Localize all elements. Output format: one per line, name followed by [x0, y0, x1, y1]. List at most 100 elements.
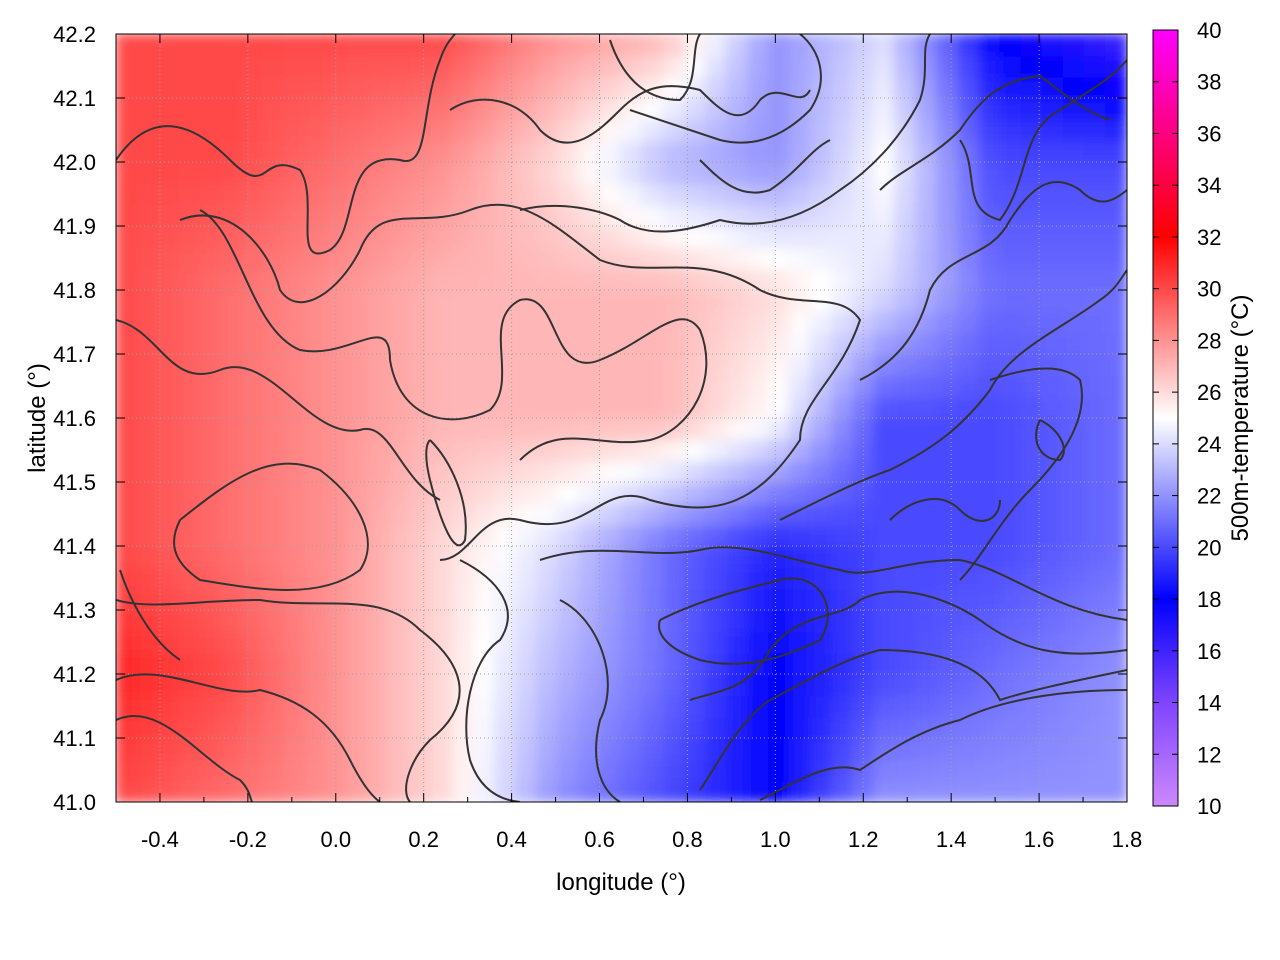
heatmap-cell — [536, 139, 560, 163]
heatmap-cell — [662, 203, 686, 227]
heatmap-cell — [220, 523, 244, 547]
heatmap-cell — [852, 523, 876, 547]
heatmap-cell — [473, 161, 497, 185]
heatmap-cell — [915, 523, 939, 547]
heatmap-cell — [304, 267, 328, 291]
heatmap-cell — [430, 587, 454, 611]
heatmap-cell — [704, 630, 728, 654]
heatmap-cell — [810, 651, 834, 675]
heatmap-cell — [620, 523, 644, 547]
heatmap-cell — [620, 267, 644, 291]
heatmap-cell — [262, 54, 286, 78]
heatmap-cell — [852, 395, 876, 419]
heatmap-cell — [241, 374, 265, 398]
heatmap-cell — [325, 246, 349, 270]
heatmap-cell — [767, 651, 791, 675]
heatmap-cell — [915, 374, 939, 398]
heatmap-cell — [1062, 203, 1086, 227]
heatmap-cell — [304, 34, 328, 57]
heatmap-cell — [831, 545, 855, 569]
heatmap-cell — [725, 118, 749, 142]
x-tick-label: 0.4 — [496, 827, 527, 852]
heatmap-cell — [1020, 225, 1044, 249]
heatmap-cell — [578, 566, 602, 590]
heatmap-cell — [936, 161, 960, 185]
heatmap-cell — [978, 459, 1002, 483]
heatmap-cell — [494, 225, 518, 249]
heatmap-cell — [557, 310, 581, 334]
heatmap-cell — [452, 331, 476, 355]
heatmap-cell — [430, 737, 454, 761]
heatmap-cell — [578, 374, 602, 398]
heatmap-cell — [536, 566, 560, 590]
heatmap-cell — [557, 331, 581, 355]
heatmap-cell — [999, 481, 1023, 505]
heatmap-cell — [725, 225, 749, 249]
heatmap-cell — [767, 481, 791, 505]
heatmap-cell — [767, 438, 791, 462]
heatmap-cell — [304, 523, 328, 547]
heatmap-cell — [430, 545, 454, 569]
heatmap-cell — [220, 75, 244, 99]
heatmap-cell — [662, 374, 686, 398]
heatmap-cell — [1062, 630, 1086, 654]
contour-line — [859, 180, 1127, 381]
heatmap-cell — [409, 246, 433, 270]
heatmap-cell — [1020, 395, 1044, 419]
heatmap-cell — [978, 758, 1002, 782]
heatmap-cell — [873, 34, 897, 57]
heatmap-cell — [409, 118, 433, 142]
heatmap-cell — [220, 630, 244, 654]
heatmap-cell — [789, 587, 813, 611]
heatmap-cell — [873, 694, 897, 718]
heatmap-cell — [452, 75, 476, 99]
heatmap-cell — [536, 673, 560, 697]
heatmap-cell — [220, 737, 244, 761]
heatmap-cell — [136, 395, 160, 419]
heatmap-cell — [978, 161, 1002, 185]
heatmap-cell — [494, 481, 518, 505]
heatmap-cell — [789, 737, 813, 761]
heatmap-cell — [473, 438, 497, 462]
heatmap-cell — [746, 203, 770, 227]
heatmap-cell — [852, 438, 876, 462]
heatmap-cell — [515, 737, 539, 761]
heatmap-cell — [304, 353, 328, 377]
heatmap-cell — [831, 97, 855, 121]
heatmap-cell — [725, 182, 749, 206]
heatmap-cell — [767, 118, 791, 142]
heatmap-cell — [430, 417, 454, 441]
heatmap-cell — [999, 459, 1023, 483]
heatmap-cell — [641, 203, 665, 227]
heatmap-cell — [515, 715, 539, 739]
heatmap-cell — [262, 587, 286, 611]
heatmap-cell — [999, 779, 1023, 802]
heatmap-cell — [915, 758, 939, 782]
heatmap-cell — [241, 779, 265, 802]
heatmap-cell — [325, 203, 349, 227]
heatmap-cell — [999, 566, 1023, 590]
heatmap-cell — [599, 310, 623, 334]
heatmap-cell — [936, 182, 960, 206]
heatmap-cell — [915, 353, 939, 377]
heatmap-cell — [915, 75, 939, 99]
heatmap-cell — [452, 737, 476, 761]
heatmap-cell — [1041, 737, 1065, 761]
heatmap-cell — [536, 374, 560, 398]
heatmap-cell — [852, 694, 876, 718]
heatmap-cell — [494, 523, 518, 547]
heatmap-cell — [578, 75, 602, 99]
heatmap-cell — [936, 715, 960, 739]
heatmap-cell — [220, 673, 244, 697]
heatmap-cell — [641, 758, 665, 782]
heatmap-cell — [430, 673, 454, 697]
heatmap-cell — [641, 139, 665, 163]
heatmap-cell — [241, 225, 265, 249]
contour-line — [119, 569, 181, 661]
heatmap-cell — [388, 459, 412, 483]
heatmap-cell — [116, 331, 139, 355]
heatmap-cell — [241, 566, 265, 590]
heatmap-cell — [515, 459, 539, 483]
heatmap-cell — [725, 139, 749, 163]
heatmap-cell — [894, 54, 918, 78]
